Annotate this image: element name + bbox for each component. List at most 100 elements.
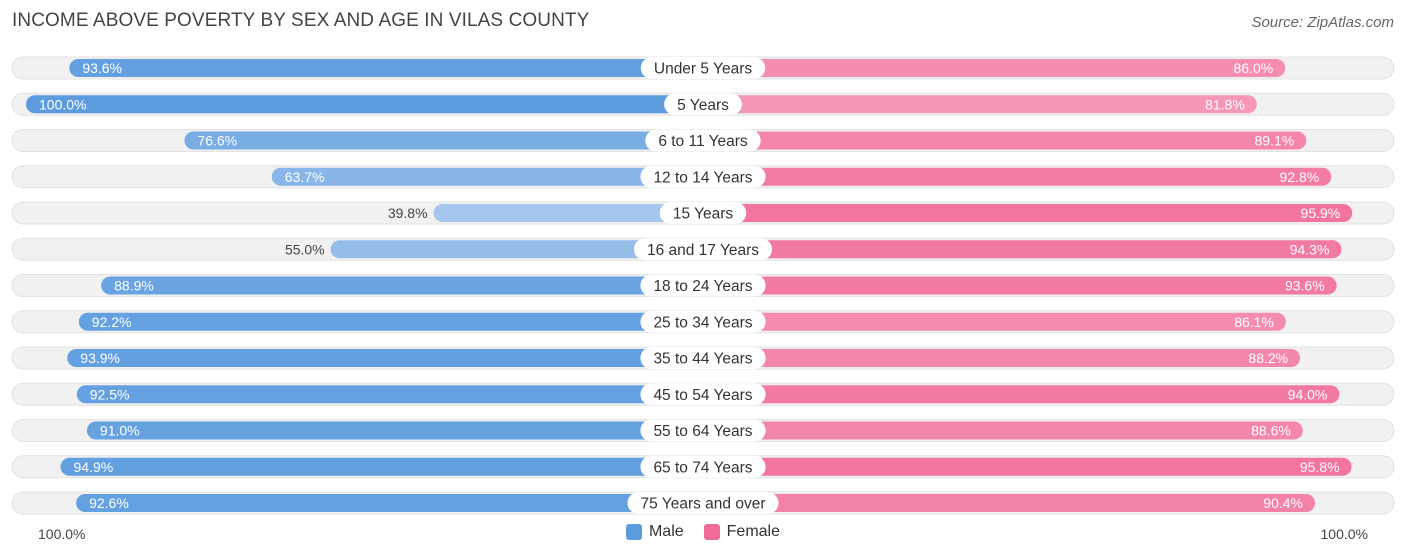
chart-row: 92.6% 90.4% 75 Years and over xyxy=(11,491,1395,515)
value-label-male: 94.9% xyxy=(74,459,114,475)
category-label: 16 and 17 Years xyxy=(647,242,759,259)
bar-female[interactable] xyxy=(703,349,1301,367)
source-note: Source: ZipAtlas.com xyxy=(1251,14,1394,31)
chart-title: INCOME ABOVE POVERTY BY SEX AND AGE IN V… xyxy=(12,10,590,31)
chart-row: 76.6% 89.1% 6 to 11 Years xyxy=(11,129,1395,152)
value-label-male: 92.5% xyxy=(90,386,130,402)
value-label-female: 89.1% xyxy=(1255,133,1295,149)
chart-row: 92.2% 86.1% 25 to 34 Years xyxy=(11,310,1395,334)
category-pill xyxy=(640,419,766,442)
bar-female[interactable] xyxy=(703,59,1286,77)
value-label-female: 94.3% xyxy=(1290,241,1330,257)
bar-male[interactable] xyxy=(78,312,703,331)
category-label: 45 to 54 Years xyxy=(653,387,752,404)
chart-row: 92.5% 94.0% 45 to 54 Years xyxy=(11,382,1395,406)
category-pill xyxy=(640,347,766,369)
value-label-male: 93.6% xyxy=(82,60,122,76)
category-label: 25 to 34 Years xyxy=(653,314,752,331)
bar-male[interactable] xyxy=(67,349,703,367)
chart-row: 93.6% 86.0% Under 5 Years xyxy=(11,56,1395,80)
bar-female[interactable] xyxy=(703,312,1286,331)
bar-male[interactable] xyxy=(60,457,704,476)
legend: Male Female xyxy=(0,523,1406,541)
value-label-male: 63.7% xyxy=(285,169,325,185)
chart-row: 91.0% 88.6% 55 to 64 Years xyxy=(11,419,1395,442)
category-pill xyxy=(640,57,766,79)
value-label-male: 91.0% xyxy=(100,423,140,439)
legend-item-female[interactable]: Female xyxy=(703,523,781,541)
value-label-male: 92.6% xyxy=(89,495,129,511)
category-pill xyxy=(640,455,766,478)
bar-male[interactable] xyxy=(26,95,703,114)
category-pill xyxy=(664,93,742,116)
chart-row: 100.0% 81.8% 5 Years xyxy=(11,92,1395,116)
value-label-female: 94.0% xyxy=(1288,386,1328,402)
value-label-female: 90.4% xyxy=(1263,495,1303,511)
value-label-female: 88.6% xyxy=(1251,423,1291,439)
value-label-male: 55.0% xyxy=(285,241,325,257)
bar-male[interactable] xyxy=(184,131,704,150)
bar-male[interactable] xyxy=(76,494,703,512)
bar-male[interactable] xyxy=(86,421,704,440)
category-pill xyxy=(640,310,766,333)
bar-female[interactable] xyxy=(703,131,1307,150)
chart-row: 39.8% 95.9% 15 Years xyxy=(11,201,1395,225)
category-label: 12 to 14 Years xyxy=(653,169,752,186)
value-label-male: 76.6% xyxy=(197,133,237,149)
chart-row: 88.9% 93.6% 18 to 24 Years xyxy=(11,274,1395,297)
value-label-male: 93.9% xyxy=(80,350,120,366)
category-label: 5 Years xyxy=(677,97,729,114)
category-label: Under 5 Years xyxy=(654,61,752,78)
chart-row: 55.0% 94.3% 16 and 17 Years xyxy=(11,237,1395,261)
category-label: 15 Years xyxy=(673,206,734,223)
bar-female[interactable] xyxy=(703,494,1316,512)
bar-female[interactable] xyxy=(703,167,1332,186)
value-label-female: 86.0% xyxy=(1234,60,1274,76)
category-label: 75 Years and over xyxy=(641,496,766,513)
value-label-female: 81.8% xyxy=(1205,96,1245,112)
legend-label-male: Male xyxy=(648,523,684,540)
value-label-male: 92.2% xyxy=(92,314,132,330)
category-pill xyxy=(640,165,766,188)
value-label-female: 88.2% xyxy=(1248,350,1288,366)
value-label-male: 88.9% xyxy=(114,278,154,294)
value-label-male: 100.0% xyxy=(39,96,86,112)
value-label-female: 95.8% xyxy=(1300,459,1340,475)
value-label-female: 92.8% xyxy=(1280,169,1320,185)
diverging-bar-chart: 93.6% 86.0% Under 5 Years 100.0% 81.8% 5 Year… xyxy=(11,56,1395,515)
bar-female[interactable] xyxy=(703,276,1337,295)
category-pill xyxy=(659,202,747,224)
legend-swatch-male xyxy=(625,524,642,540)
bar-female[interactable] xyxy=(703,95,1257,114)
chart-row: 94.9% 95.8% 65 to 74 Years xyxy=(11,455,1395,479)
bar-male[interactable] xyxy=(69,59,703,77)
bar-male[interactable] xyxy=(271,167,703,186)
bar-male[interactable] xyxy=(76,385,703,404)
category-label: 35 to 44 Years xyxy=(653,351,752,368)
bar-female[interactable] xyxy=(703,240,1342,259)
axis-right-label: 100.0% xyxy=(1320,526,1368,542)
legend-label-female: Female xyxy=(726,523,781,540)
value-label-female: 86.1% xyxy=(1234,314,1274,330)
bar-male[interactable] xyxy=(101,276,704,295)
legend-swatch-female xyxy=(703,524,720,540)
bar-female[interactable] xyxy=(703,385,1340,404)
value-label-female: 93.6% xyxy=(1285,278,1325,294)
category-pill xyxy=(627,492,779,514)
value-label-female: 95.9% xyxy=(1301,205,1341,221)
category-pill xyxy=(640,274,766,297)
category-label: 55 to 64 Years xyxy=(653,423,752,440)
bar-male[interactable] xyxy=(330,240,703,259)
legend-item-male[interactable]: Male xyxy=(625,523,684,541)
category-label: 18 to 24 Years xyxy=(653,278,752,295)
bar-male[interactable] xyxy=(433,204,703,222)
bar-female[interactable] xyxy=(703,421,1303,440)
chart-row: 93.9% 88.2% 35 to 44 Years xyxy=(11,346,1395,370)
value-label-male: 39.8% xyxy=(388,205,428,221)
axis-left-label: 100.0% xyxy=(38,526,86,542)
category-pill xyxy=(640,383,766,406)
category-pill xyxy=(633,238,773,261)
bar-female[interactable] xyxy=(703,204,1353,222)
category-pill xyxy=(645,129,761,152)
bar-female[interactable] xyxy=(703,457,1352,476)
